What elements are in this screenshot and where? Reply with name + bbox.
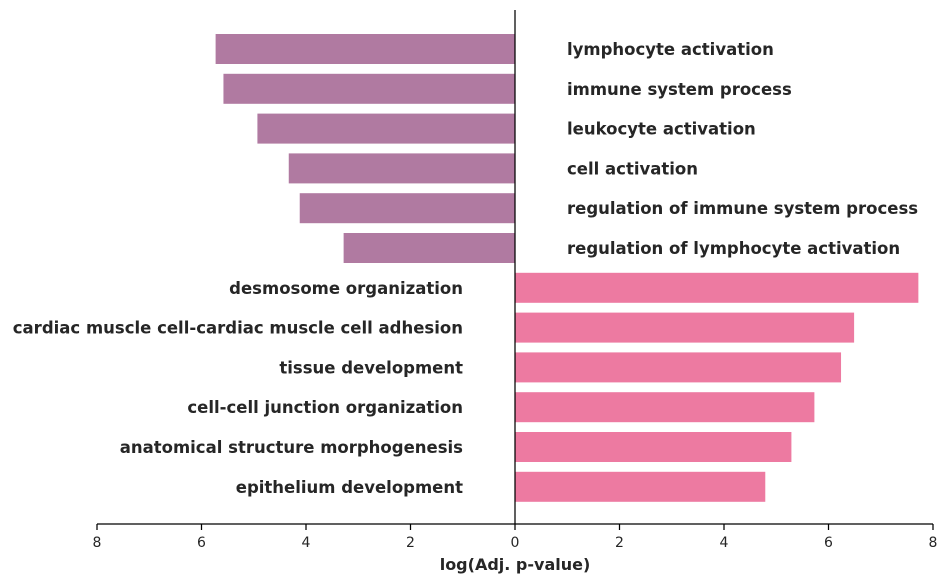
x-tick-label: 2 — [615, 535, 624, 551]
bar — [515, 312, 855, 343]
category-label: desmosome organization — [229, 279, 463, 298]
bar — [223, 73, 515, 104]
category-label: tissue development — [279, 358, 463, 377]
category-label: regulation of immune system process — [567, 199, 918, 218]
bar — [343, 233, 515, 263]
category-label: lymphocyte activation — [567, 40, 774, 59]
category-label: leukocyte activation — [567, 120, 756, 139]
x-tick-label: 0 — [511, 535, 520, 551]
bar — [288, 153, 515, 184]
bar — [299, 193, 515, 224]
x-tick-label: 4 — [302, 535, 311, 551]
category-label: immune system process — [567, 80, 792, 99]
category-label: cell-cell junction organization — [187, 398, 463, 417]
category-labels-group: lymphocyte activation immune system proce… — [13, 40, 918, 497]
bar — [257, 113, 515, 144]
category-label: cardiac muscle cell-cardiac muscle cell … — [13, 319, 463, 338]
category-label: anatomical structure morphogenesis — [120, 438, 463, 457]
x-tick-label: 4 — [720, 535, 729, 551]
bar — [515, 352, 842, 383]
bars-group — [215, 34, 919, 502]
x-tick-label: 6 — [197, 535, 206, 551]
x-axis-title: log(Adj. p-value) — [440, 555, 591, 574]
category-label: epithelium development — [236, 478, 463, 497]
bar — [515, 272, 919, 303]
bar — [515, 392, 815, 423]
x-tick-label: 8 — [929, 535, 938, 551]
bar — [515, 432, 792, 462]
x-tick-label: 6 — [824, 535, 833, 551]
category-label: cell activation — [567, 159, 698, 178]
x-tick-label: 8 — [93, 535, 102, 551]
bar — [215, 34, 516, 64]
x-ticks-group: 8 6 4 2 0 2 4 6 8 — [93, 524, 938, 551]
bar — [515, 471, 766, 502]
x-tick-label: 2 — [406, 535, 415, 551]
category-label: regulation of lymphocyte activation — [567, 239, 900, 258]
